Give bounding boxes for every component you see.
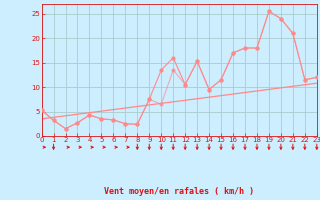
Text: Vent moyen/en rafales ( km/h ): Vent moyen/en rafales ( km/h ) [104,187,254,196]
